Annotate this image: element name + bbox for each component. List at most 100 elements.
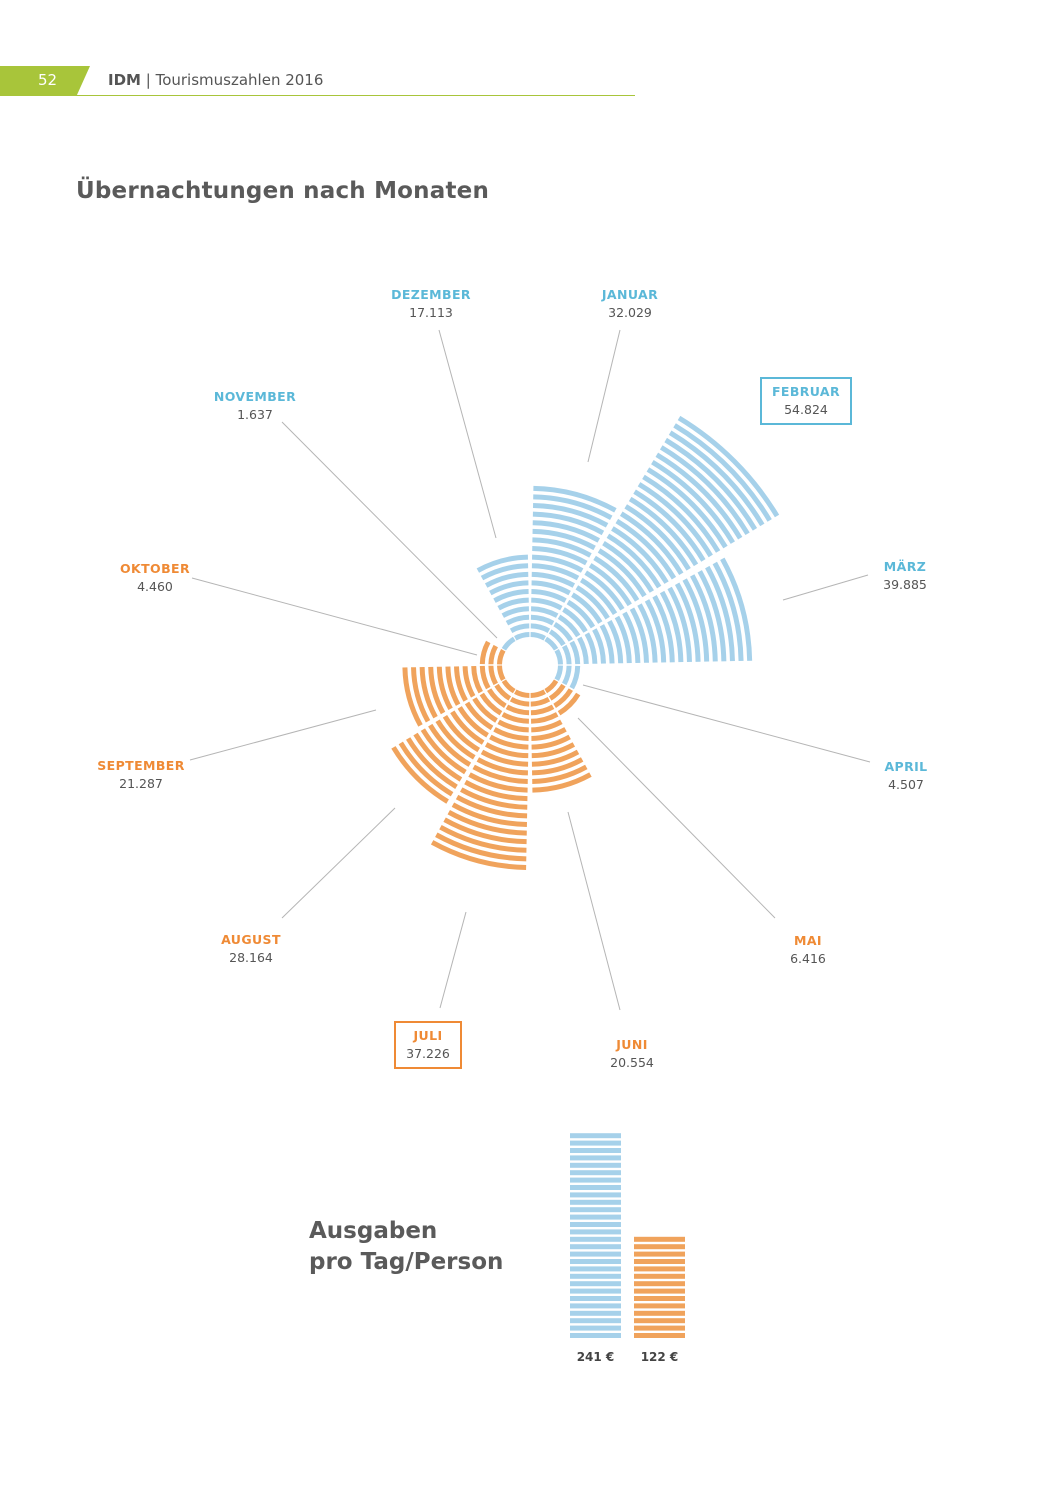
sector-stripe xyxy=(659,445,750,536)
sector-stripe xyxy=(532,528,596,551)
month-value: 32.029 xyxy=(608,305,652,320)
sector-november xyxy=(501,636,516,651)
sector-stripe xyxy=(488,644,499,665)
bar-stripe xyxy=(634,1333,685,1338)
sector-stripe xyxy=(667,586,692,662)
sector-stripe xyxy=(445,666,461,706)
bar-stripe xyxy=(570,1133,621,1139)
sector-stripe xyxy=(532,537,592,558)
spend-value-label: 241 € xyxy=(576,1350,615,1364)
bar-stripe xyxy=(570,1236,621,1242)
sector-stripe xyxy=(697,570,727,662)
sector-stripe xyxy=(624,504,691,571)
sector-stripe xyxy=(557,692,581,716)
bar-stripe xyxy=(570,1273,621,1279)
sector-stripe xyxy=(476,757,529,776)
sector-stripe xyxy=(509,696,530,707)
header-rule xyxy=(0,95,635,96)
bar-stripe xyxy=(634,1251,685,1257)
leader-line-januar xyxy=(587,329,621,463)
sector-stripe xyxy=(531,554,584,573)
label-mai: MAI 6.416 xyxy=(743,932,873,968)
bar-stripe xyxy=(570,1244,621,1250)
sector-stripe xyxy=(673,423,772,522)
sector-september xyxy=(402,665,506,727)
month-value: 39.885 xyxy=(883,577,927,592)
spend-bar-1 xyxy=(570,1133,621,1338)
month-name: FEBRUAR xyxy=(771,384,841,399)
bar-stripe xyxy=(634,1236,685,1242)
sector-stripe xyxy=(488,665,499,686)
sector-stripe xyxy=(435,832,527,862)
sector-stripe xyxy=(531,580,571,596)
sector-stripe xyxy=(602,541,654,593)
sector-stripe xyxy=(505,704,530,716)
label-juli: JULI 37.226 xyxy=(363,1021,493,1069)
sector-stripe xyxy=(497,649,506,665)
sector-stripe xyxy=(644,599,667,663)
sector-stripe xyxy=(607,619,624,664)
leader-line-november xyxy=(281,421,498,639)
sector-stripe xyxy=(457,706,489,738)
label-dezember: DEZEMBER 17.113 xyxy=(366,286,496,322)
bar-stripe xyxy=(570,1222,621,1227)
sector-stripe xyxy=(472,764,528,784)
sector-februar xyxy=(544,415,780,651)
sector-stripe xyxy=(480,749,529,767)
sector-stripe xyxy=(677,415,780,518)
sector-stripe xyxy=(443,817,527,845)
label-oktober: OKTOBER 4.460 xyxy=(90,560,220,596)
sector-märz xyxy=(554,557,753,665)
bar-stripe xyxy=(634,1266,685,1272)
bar-stripe xyxy=(634,1325,685,1331)
sector-stripe xyxy=(493,727,529,741)
sector-stripe xyxy=(637,482,713,558)
sector-stripe xyxy=(652,595,675,663)
bar-stripe xyxy=(570,1251,621,1257)
month-name: OKTOBER xyxy=(120,561,190,576)
sector-stripe xyxy=(531,727,567,741)
sector-stripe xyxy=(419,666,438,719)
spend-bar-chart xyxy=(570,1133,685,1338)
sector-stripe xyxy=(720,557,753,661)
sector-stripe xyxy=(629,607,649,663)
sector-stripe xyxy=(577,636,589,665)
sector-stripe xyxy=(442,714,481,753)
sector-stripe xyxy=(501,636,516,651)
bar-stripe xyxy=(570,1148,621,1153)
sector-stripe xyxy=(489,580,529,596)
sector-stripe xyxy=(622,611,641,664)
sector-stripe xyxy=(557,614,581,638)
header-brand: IDM xyxy=(108,71,141,89)
sector-stripe xyxy=(530,614,555,626)
chart-title: Übernachtungen nach Monaten xyxy=(76,178,490,204)
sector-stripe xyxy=(614,615,632,664)
label-april: APRIL 4.507 xyxy=(841,758,971,794)
sector-stripe xyxy=(479,692,503,716)
sector-stripe xyxy=(532,511,605,536)
sector-stripe xyxy=(531,563,580,581)
label-september: SEPTEMBER 21.287 xyxy=(76,757,206,793)
sector-stripe xyxy=(530,623,551,634)
bar-stripe xyxy=(634,1273,685,1279)
bar-stripe xyxy=(570,1170,621,1176)
sector-stripe xyxy=(480,563,529,581)
leader-line-august xyxy=(281,807,396,919)
header-subtitle: Tourismuszahlen 2016 xyxy=(155,71,324,89)
sector-stripe xyxy=(705,565,735,662)
sector-stripe xyxy=(531,742,576,759)
page-number: 52 xyxy=(38,71,58,89)
month-name: JULI xyxy=(413,1028,443,1043)
bar-stripe xyxy=(634,1281,685,1287)
sector-stripe xyxy=(554,665,563,681)
sector-stripe xyxy=(554,649,563,665)
month-name: AUGUST xyxy=(221,932,281,947)
month-name: NOVEMBER xyxy=(213,389,297,404)
sector-stripe xyxy=(533,494,613,521)
label-märz: MÄRZ 39.885 xyxy=(840,558,970,594)
sector-stripe xyxy=(619,511,684,576)
sector-stripe xyxy=(493,589,529,603)
bar-stripe xyxy=(570,1162,621,1168)
sector-stripe xyxy=(479,640,491,665)
sector-stripe xyxy=(489,734,529,750)
